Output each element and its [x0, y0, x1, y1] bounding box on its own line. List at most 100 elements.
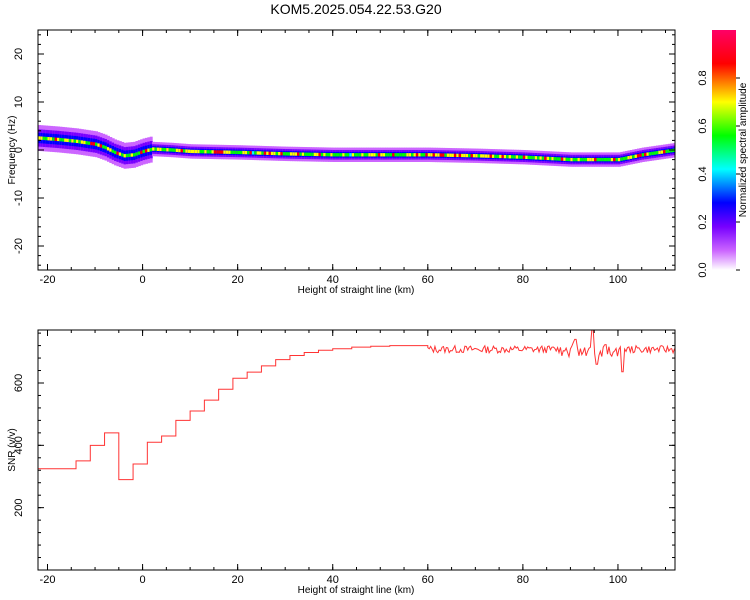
- heatmap-cell: [197, 149, 201, 154]
- heatmap-cell: [223, 150, 227, 154]
- heatmap-cell: [216, 150, 220, 154]
- heatmap-cell: [144, 149, 148, 153]
- heatmap-cell: [147, 148, 151, 152]
- heatmap-cell: [584, 157, 588, 162]
- snr-ylabel: SNR (v/v): [7, 428, 18, 471]
- heatmap-cell: [667, 149, 671, 153]
- heatmap-cell: [78, 140, 82, 144]
- heatmap-cell: [522, 155, 526, 159]
- heatmap-cell: [420, 153, 424, 157]
- heatmap-cell: [135, 152, 139, 156]
- heatmap-cell: [156, 147, 160, 151]
- snr-xtick-label: 60: [422, 574, 434, 586]
- heatmap-cell: [178, 148, 182, 153]
- heatmap-cell: [213, 150, 217, 154]
- heatmap-cell: [71, 139, 75, 143]
- spectrogram-ytick-label: 10: [13, 96, 25, 108]
- heatmap-cell: [278, 151, 282, 156]
- heatmap-cell: [128, 153, 132, 157]
- heatmap-cell: [125, 153, 129, 158]
- heatmap-cell: [534, 156, 538, 160]
- heatmap-cell: [484, 154, 488, 158]
- heatmap-cell: [301, 152, 305, 156]
- heatmap-cell: [344, 153, 348, 157]
- heatmap-cell: [259, 151, 263, 155]
- heatmap-cell: [232, 150, 236, 154]
- heatmap-cell: [192, 149, 196, 154]
- heatmap-cell: [380, 153, 384, 157]
- heatmap-cell: [240, 150, 244, 155]
- heatmap-cell: [311, 152, 315, 157]
- heatmap-cell: [617, 157, 621, 162]
- spectrogram-ytick-label: 20: [13, 48, 25, 60]
- heatmap-cell: [601, 157, 605, 162]
- chart-title: KOM5.2025.054.22.53.G20: [270, 1, 441, 17]
- heatmap-cell: [244, 150, 248, 155]
- heatmap-cell: [366, 153, 369, 157]
- heatmap-cell: [489, 154, 493, 158]
- heatmap-cell: [506, 155, 510, 159]
- heatmap-cell: [627, 156, 631, 160]
- heatmap-cell: [102, 145, 106, 149]
- heatmap-cell: [318, 152, 322, 157]
- heatmap-cell: [653, 151, 657, 155]
- heatmap-cell: [225, 150, 229, 154]
- heatmap-cell: [385, 153, 388, 157]
- heatmap-cell: [641, 153, 645, 157]
- heatmap-cell: [373, 153, 377, 157]
- heatmap-cell: [620, 157, 624, 161]
- spectrogram-xtick-label: 0: [140, 274, 146, 286]
- heatmap-cell: [518, 155, 522, 159]
- heatmap-cell: [532, 156, 536, 160]
- heatmap-cell: [337, 153, 341, 157]
- heatmap-cell: [327, 153, 331, 157]
- heatmap-cell: [453, 153, 457, 158]
- snr-xtick-label: 40: [327, 574, 339, 586]
- heatmap-cell: [648, 152, 652, 156]
- heatmap-cell: [615, 157, 619, 162]
- snr-ytick-label: 600: [13, 374, 25, 392]
- heatmap-cell: [658, 150, 662, 155]
- heatmap-cell: [458, 153, 462, 158]
- heatmap-cell: [377, 153, 381, 157]
- heatmap-cell: [575, 157, 579, 162]
- heatmap-cell: [47, 137, 51, 141]
- heatmap-cell: [544, 156, 548, 160]
- heatmap-cell: [579, 157, 583, 162]
- colorbar-tick-label: 0.2: [697, 214, 709, 229]
- heatmap-cell: [415, 153, 419, 157]
- heatmap-cell: [646, 152, 650, 156]
- heatmap-cell: [202, 150, 205, 154]
- heatmap-cell: [660, 150, 664, 154]
- heatmap-cell: [285, 152, 289, 156]
- heatmap-cell: [339, 153, 343, 157]
- heatmap-cell: [413, 153, 417, 157]
- heatmap-cell: [670, 149, 674, 153]
- heatmap-cell: [38, 136, 41, 140]
- heatmap-cell: [73, 139, 77, 143]
- heatmap-cell: [351, 153, 355, 157]
- heatmap-cell: [297, 152, 301, 156]
- heatmap-cell: [308, 152, 312, 156]
- heatmap-cell: [218, 150, 222, 154]
- heatmap-cell: [494, 154, 498, 159]
- heatmap-cell: [346, 153, 350, 157]
- spectrogram-ytick-label: -20: [13, 238, 25, 254]
- heatmap-cell: [434, 153, 438, 157]
- colorbar: 0.0 0.2 0.4 0.6 0.8 Normalized spectral ampl…: [697, 30, 749, 278]
- heatmap-cell: [570, 157, 574, 162]
- heatmap-cell: [465, 153, 469, 158]
- heatmap-cell: [411, 153, 415, 157]
- heatmap-cell: [130, 153, 134, 157]
- heatmap-cell: [468, 153, 472, 158]
- heatmap-cell: [368, 153, 372, 157]
- heatmap-cell: [247, 151, 251, 155]
- heatmap-cell: [541, 156, 545, 160]
- heatmap-cell: [66, 138, 70, 143]
- heatmap-cell: [180, 149, 184, 153]
- heatmap-cell: [508, 155, 512, 159]
- heatmap-cell: [304, 152, 308, 156]
- snr-ytick-label: 200: [13, 498, 25, 516]
